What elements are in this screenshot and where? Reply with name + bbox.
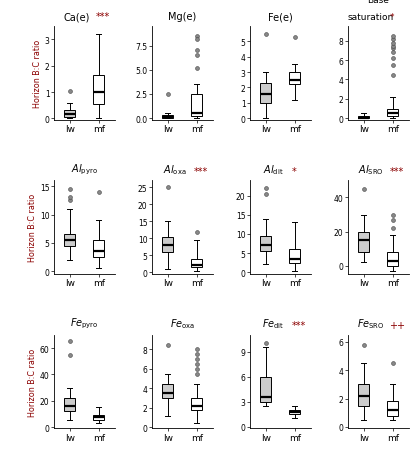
Bar <box>358 232 369 253</box>
Bar <box>387 109 399 117</box>
Text: $Al_{\mathrm{SRO}}$: $Al_{\mathrm{SRO}}$ <box>358 163 384 176</box>
Text: *: * <box>291 166 296 176</box>
Bar <box>93 240 104 258</box>
Y-axis label: Horizon B:C ratio: Horizon B:C ratio <box>28 348 37 416</box>
Bar <box>260 236 271 252</box>
Bar <box>191 259 202 267</box>
Text: *: * <box>389 13 394 22</box>
Text: $Fe_{\mathrm{SRO}}$: $Fe_{\mathrm{SRO}}$ <box>357 317 385 331</box>
Text: $Fe_{\mathrm{dit}}$: $Fe_{\mathrm{dit}}$ <box>262 317 284 331</box>
Text: $Al_{\mathrm{pyro}}$: $Al_{\mathrm{pyro}}$ <box>71 162 98 176</box>
Bar <box>358 116 369 119</box>
Bar <box>64 110 75 118</box>
Bar <box>191 95 202 117</box>
Text: $Al_{\mathrm{dit}}$: $Al_{\mathrm{dit}}$ <box>263 163 283 176</box>
Text: ***: *** <box>193 166 208 176</box>
Bar <box>64 235 75 246</box>
Text: Base: Base <box>367 0 389 5</box>
Bar <box>93 76 104 105</box>
Bar <box>387 401 399 416</box>
Text: ***: *** <box>389 166 404 176</box>
Text: $Fe_{\mathrm{oxa}}$: $Fe_{\mathrm{oxa}}$ <box>170 317 195 331</box>
Bar <box>260 84 271 104</box>
Bar <box>260 377 271 402</box>
Bar <box>162 116 173 119</box>
Bar <box>290 250 300 263</box>
Text: Fe(e): Fe(e) <box>268 13 293 23</box>
Text: ++: ++ <box>389 321 405 331</box>
Y-axis label: Horizon B:C ratio: Horizon B:C ratio <box>33 40 42 108</box>
Text: saturation: saturation <box>348 13 394 22</box>
Bar <box>93 414 104 420</box>
Bar <box>162 237 173 253</box>
Bar <box>191 398 202 410</box>
Bar <box>358 385 369 406</box>
Text: $Al_{\mathrm{oxa}}$: $Al_{\mathrm{oxa}}$ <box>163 163 187 176</box>
Y-axis label: Horizon B:C ratio: Horizon B:C ratio <box>28 194 37 262</box>
Bar <box>64 398 75 411</box>
Text: ***: *** <box>291 321 306 331</box>
Bar <box>290 73 300 85</box>
Bar <box>162 384 173 398</box>
Text: Ca(e): Ca(e) <box>64 13 90 23</box>
Bar <box>387 253 399 266</box>
Text: Mg(e): Mg(e) <box>168 13 197 23</box>
Text: $Fe_{\mathrm{pyro}}$: $Fe_{\mathrm{pyro}}$ <box>70 316 99 331</box>
Text: ***: *** <box>95 13 109 23</box>
Bar <box>290 410 300 414</box>
